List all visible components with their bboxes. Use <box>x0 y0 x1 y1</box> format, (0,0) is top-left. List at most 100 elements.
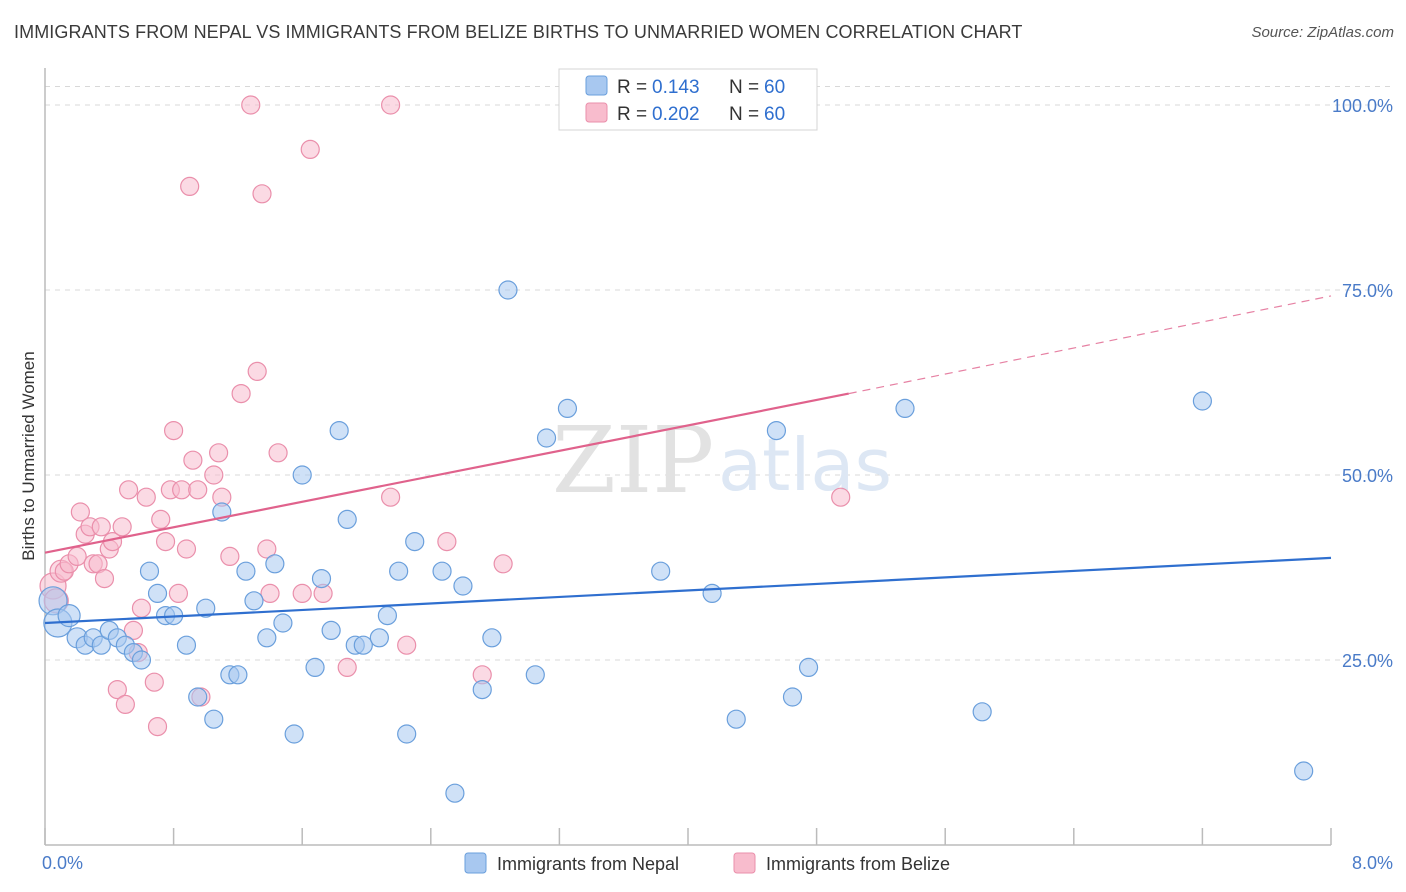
nepal-trend-line <box>44 556 1332 625</box>
belize-point <box>118 480 139 500</box>
legend-n-value-belize: 60 <box>764 104 785 125</box>
belize-point <box>164 421 184 441</box>
nepal-point <box>405 531 425 552</box>
nepal-point <box>1294 761 1314 781</box>
belize-point <box>247 361 267 381</box>
bottom-legend-swatch-belize <box>733 852 756 874</box>
watermark: ZIP atlas <box>552 407 892 514</box>
watermark-atlas: atlas <box>718 423 892 507</box>
bottom-legend-label-belize: Immigrants from Belize <box>766 854 950 874</box>
x-tick-label-min: 0.0% <box>42 853 83 873</box>
belize-point <box>381 487 401 507</box>
belize-point <box>209 443 229 463</box>
nepal-point <box>353 635 373 655</box>
nepal-point <box>273 613 293 633</box>
nepal-point <box>525 665 545 685</box>
belize-point <box>67 546 87 567</box>
belize-point <box>493 554 513 574</box>
belize-point <box>831 487 851 507</box>
nepal-point <box>651 561 671 581</box>
bottom-legend: Immigrants from Nepal Immigrants from Be… <box>464 852 950 874</box>
y-tick-label: 75.0% <box>1342 281 1393 301</box>
belize-point <box>381 95 401 115</box>
belize-point <box>155 531 176 552</box>
trend-lines <box>44 295 1332 625</box>
belize-point <box>91 517 111 537</box>
nepal-point <box>798 657 819 678</box>
belize-point <box>144 672 164 692</box>
belize-point <box>112 517 132 537</box>
nepal-point <box>453 576 473 596</box>
nepal-point <box>389 561 409 581</box>
nepal-point <box>321 620 341 641</box>
belize-point <box>107 679 127 700</box>
legend: R = 0.143 N = 60 R = 0.202 N = 60 <box>558 68 818 131</box>
legend-n-value-nepal: 60 <box>764 77 785 98</box>
nepal-point <box>498 280 518 300</box>
nepal-point <box>228 665 248 685</box>
belize-point <box>151 509 171 530</box>
legend-r-label-belize: R = <box>617 104 647 125</box>
legend-r-value-belize: 0.202 <box>652 104 700 125</box>
bottom-legend-label-nepal: Immigrants from Nepal <box>497 854 679 874</box>
belize-point <box>241 95 261 115</box>
watermark-zip: ZIP <box>552 407 714 514</box>
nepal-point <box>369 628 389 648</box>
belize-point <box>115 694 135 715</box>
nepal-point <box>726 709 746 729</box>
nepal-point <box>196 598 216 618</box>
belize-point <box>188 480 208 500</box>
nepal-point <box>536 428 557 448</box>
nepal-point <box>257 628 277 648</box>
nepal-points <box>38 280 1314 803</box>
nepal-point <box>445 783 465 803</box>
belize-point <box>292 583 312 604</box>
nepal-point <box>337 509 357 530</box>
nepal-point <box>311 568 332 589</box>
y-axis-title: Births to Unmarried Women <box>19 351 38 560</box>
belize-trend-line <box>44 392 849 554</box>
nepal-point <box>57 603 81 628</box>
nepal-point <box>284 724 304 744</box>
belize-point <box>204 465 224 485</box>
belize-point <box>136 487 156 507</box>
nepal-point <box>204 709 224 729</box>
legend-n-label-nepal: N = <box>729 77 759 98</box>
belize-point <box>147 716 168 737</box>
legend-r-label-nepal: R = <box>617 77 647 98</box>
nepal-point <box>131 650 152 670</box>
nepal-point <box>397 724 417 744</box>
belize-point <box>231 384 251 404</box>
nepal-point <box>244 591 264 611</box>
belize-point <box>131 598 152 618</box>
y-tick-labels: 25.0% 50.0% 75.0% 100.0% <box>1332 96 1393 671</box>
legend-r-value-nepal: 0.143 <box>652 77 700 98</box>
legend-n-label-belize: N = <box>729 104 759 125</box>
nepal-point <box>147 583 168 604</box>
bottom-legend-swatch-nepal <box>464 852 487 874</box>
nepal-point <box>292 465 312 485</box>
belize-point <box>260 583 280 604</box>
nepal-point <box>895 398 915 418</box>
belize-point <box>397 635 417 655</box>
belize-point <box>70 502 90 522</box>
belize-point <box>168 583 189 604</box>
nepal-point <box>1192 391 1213 411</box>
x-ticks <box>44 828 1332 845</box>
belize-point <box>183 450 203 470</box>
nepal-point <box>176 635 197 655</box>
belize-point <box>220 546 240 567</box>
belize-point <box>437 531 457 552</box>
x-tick-label-max: 8.0% <box>1352 853 1393 873</box>
belize-point <box>180 176 200 196</box>
belize-point <box>94 568 115 589</box>
nepal-point <box>91 635 111 655</box>
nepal-point <box>782 687 803 707</box>
nepal-point <box>139 561 160 581</box>
belize-point <box>257 539 277 559</box>
belize-points <box>39 95 851 737</box>
nepal-point <box>766 421 787 441</box>
belize-point <box>176 539 197 559</box>
source-label: Source: ZipAtlas.com <box>1251 24 1394 41</box>
